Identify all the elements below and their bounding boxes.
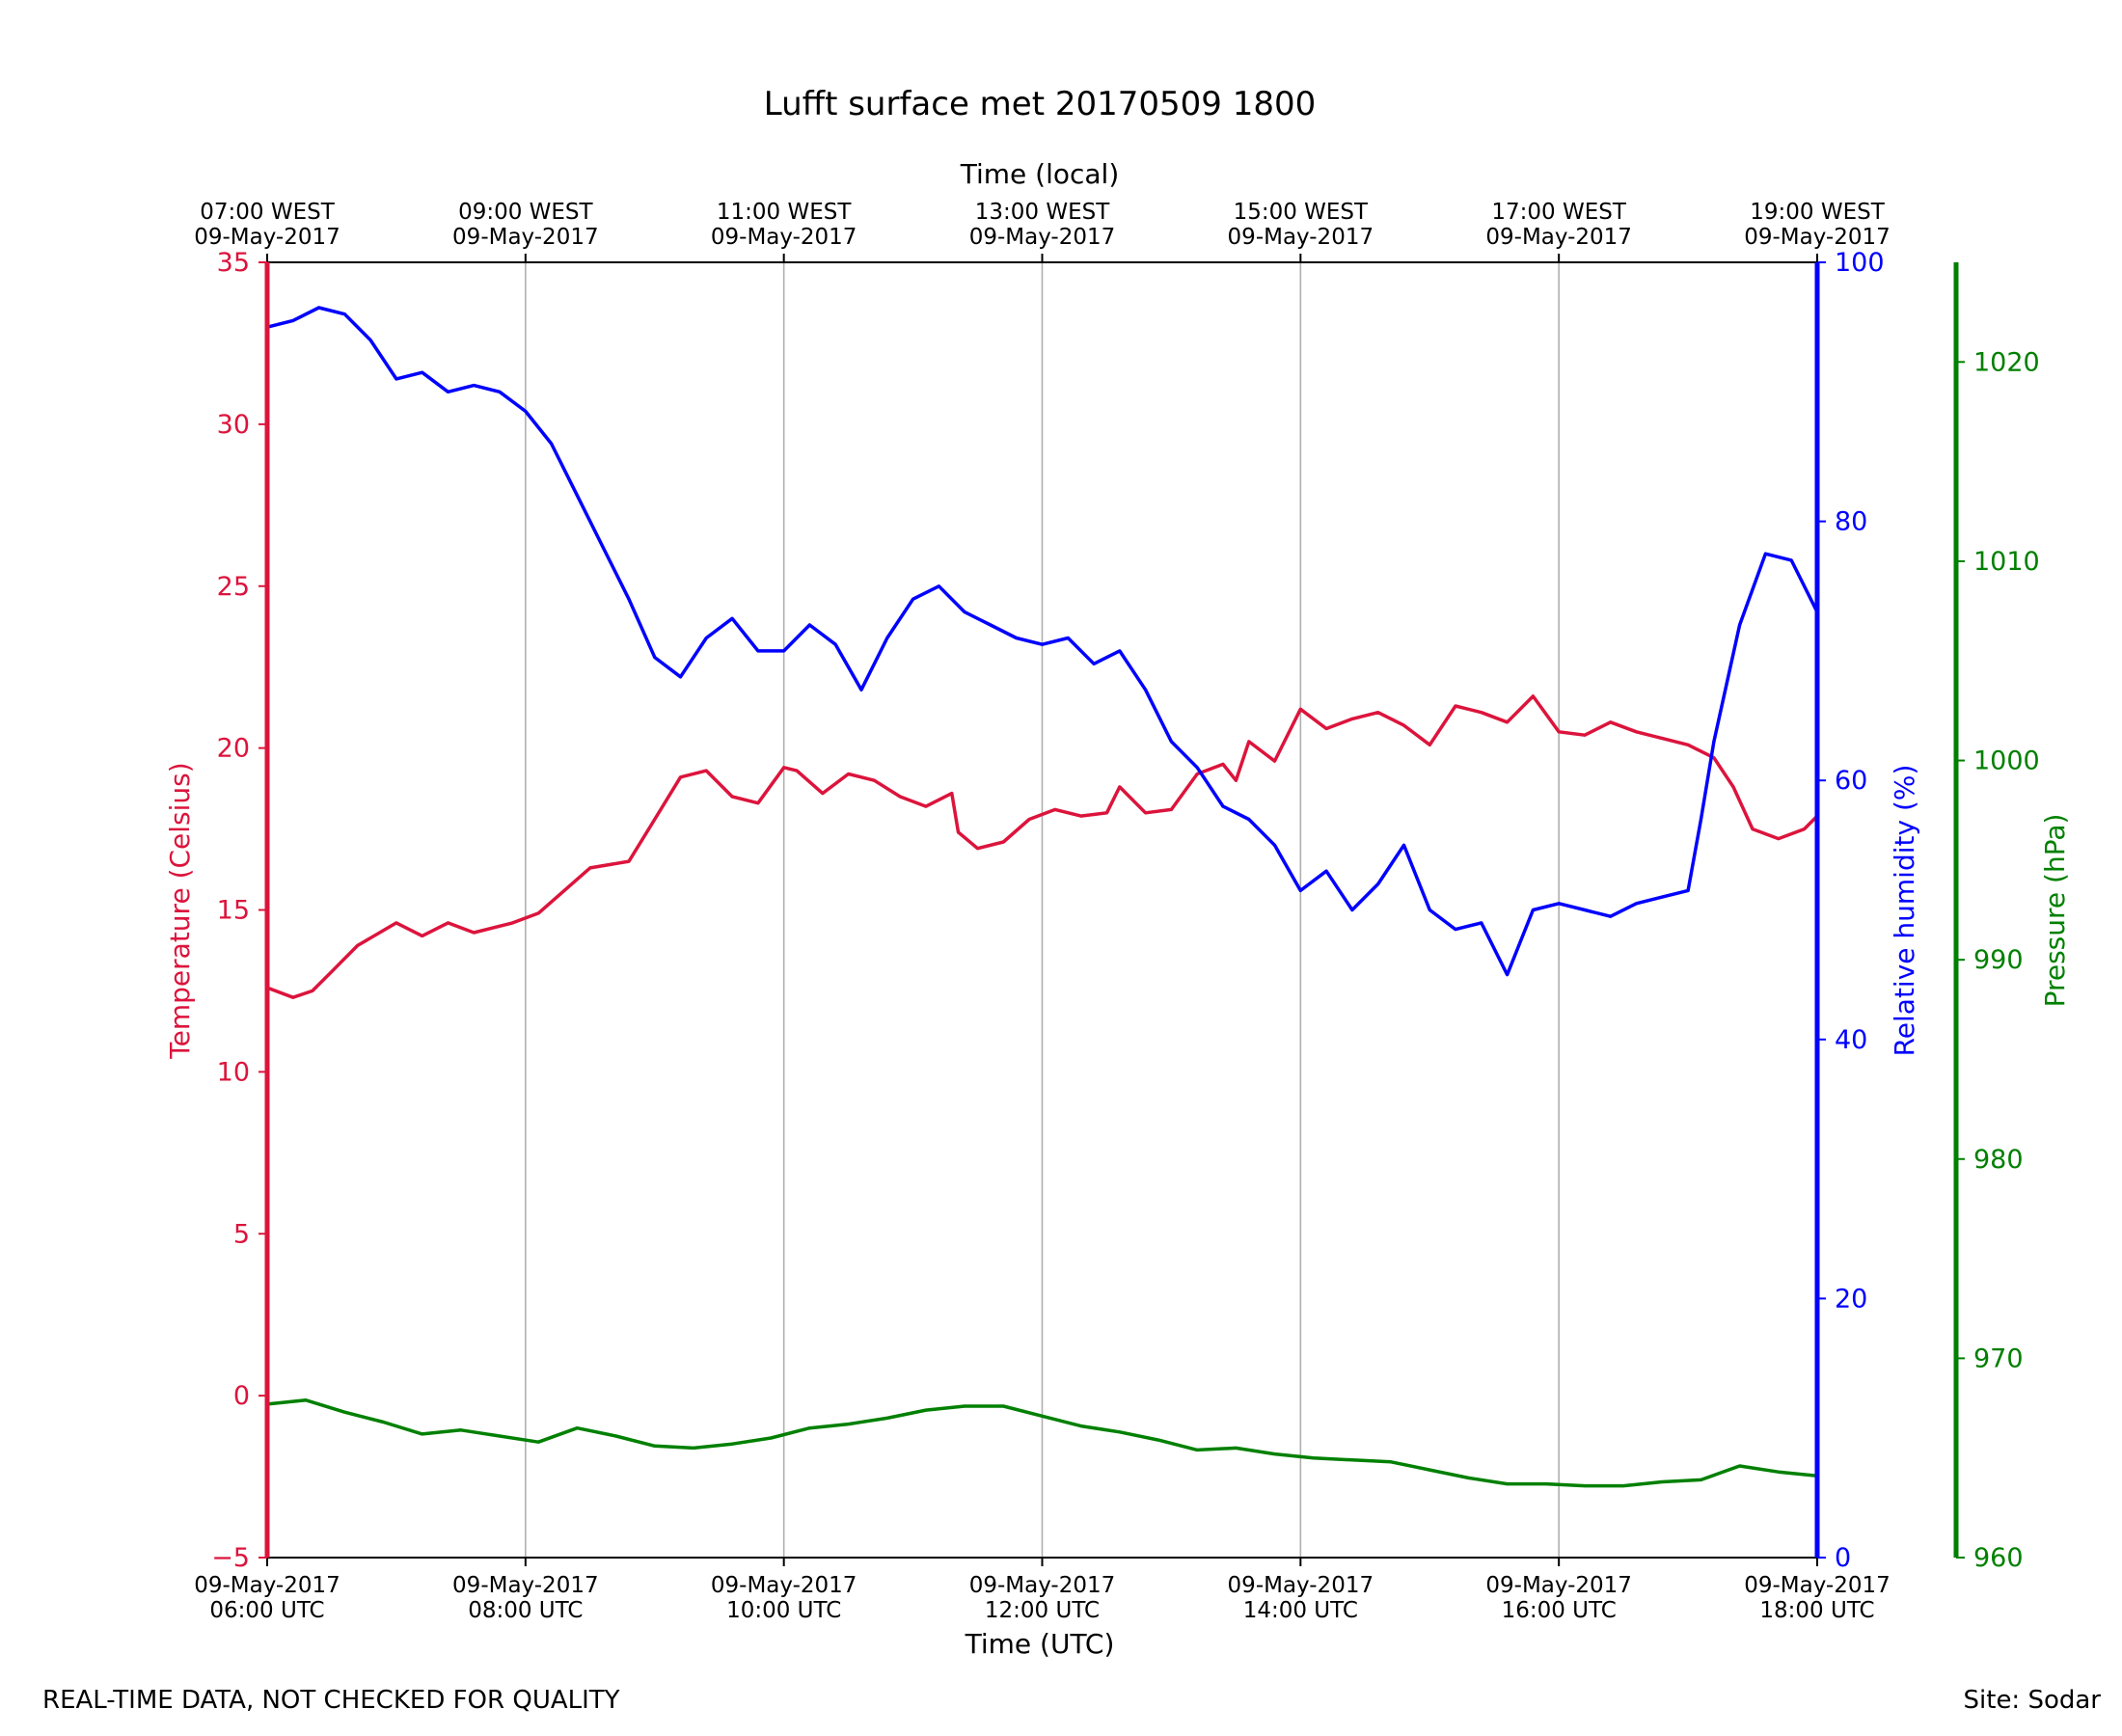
top-tick-date: 09-May-2017 [1744, 225, 1891, 250]
humidity-tick-label: 0 [1835, 1543, 1851, 1573]
temperature-tick-label: 10 [217, 1057, 250, 1087]
bottom-axis-label: Time (UTC) [965, 1628, 1115, 1660]
humidity-tick-label: 20 [1835, 1284, 1867, 1314]
chart-title: Lufft surface met 20170509 1800 [764, 85, 1317, 123]
temperature-tick-label: 5 [233, 1219, 250, 1249]
top-tick-time: 15:00 WEST [1234, 200, 1369, 225]
top-tick-time: 11:00 WEST [717, 200, 852, 225]
bottom-tick-date: 09-May-2017 [969, 1573, 1116, 1598]
humidity-tick-label: 40 [1835, 1025, 1867, 1055]
temperature-axis-label: Temperature (Celsius) [164, 762, 196, 1059]
bottom-tick-time: 12:00 UTC [985, 1598, 1100, 1623]
top-tick-time: 13:00 WEST [975, 200, 1110, 225]
top-tick-time: 09:00 WEST [458, 200, 593, 225]
pressure-axis-label: Pressure (hPa) [2039, 814, 2071, 1008]
grid-lines [525, 262, 1560, 1558]
bottom-tick-date: 09-May-2017 [711, 1573, 857, 1598]
pressure-tick-label: 970 [1973, 1343, 2024, 1373]
top-tick-date: 09-May-2017 [969, 225, 1116, 250]
humidity-tick-label: 80 [1835, 507, 1867, 537]
bottom-tick-time: 14:00 UTC [1243, 1598, 1358, 1623]
humidity-tick-label: 60 [1835, 766, 1867, 796]
bottom-tick-date: 09-May-2017 [194, 1573, 340, 1598]
temperature-tick-label: 35 [217, 248, 250, 278]
pressure-tick-label: 1020 [1973, 347, 2040, 377]
top-tick-time: 07:00 WEST [200, 200, 335, 225]
top-tick-date: 09-May-2017 [194, 225, 340, 250]
bottom-tick-time: 08:00 UTC [468, 1598, 583, 1623]
top-tick-time: 17:00 WEST [1491, 200, 1626, 225]
series-lines [265, 306, 1819, 1488]
bottom-tick-time: 18:00 UTC [1759, 1598, 1874, 1623]
pressure-tick-label: 1010 [1973, 547, 2040, 577]
temperature-tick-label: 25 [217, 572, 250, 602]
bottom-tick-time: 10:00 UTC [726, 1598, 841, 1623]
bottom-tick-date: 09-May-2017 [452, 1573, 599, 1598]
temperature-tick-label: −5 [211, 1543, 250, 1573]
temperature-line [265, 694, 1819, 999]
top-tick-date: 09-May-2017 [1485, 225, 1632, 250]
temperature-tick-label: 20 [217, 734, 250, 764]
pressure-tick-label: 960 [1973, 1543, 2024, 1573]
temperature-tick-label: 0 [233, 1381, 250, 1411]
bottom-tick-date: 09-May-2017 [1228, 1573, 1374, 1598]
humidity-tick-label: 100 [1835, 248, 1885, 278]
bottom-tick-date: 09-May-2017 [1744, 1573, 1891, 1598]
temperature-tick-label: 30 [217, 410, 250, 440]
site-label: Site: Sodar [1963, 1686, 2101, 1715]
pressure-tick-label: 1000 [1973, 746, 2040, 776]
top-axis-label: Time (local) [960, 158, 1120, 190]
temperature-tick-label: 15 [217, 896, 250, 926]
humidity-axis-label: Relative humidity (%) [1889, 765, 1920, 1057]
top-tick-date: 09-May-2017 [1228, 225, 1374, 250]
bottom-tick-time: 16:00 UTC [1502, 1598, 1617, 1623]
pressure-tick-label: 990 [1973, 945, 2024, 975]
bottom-tick-date: 09-May-2017 [1485, 1573, 1632, 1598]
quality-disclaimer: REAL-TIME DATA, NOT CHECKED FOR QUALITY [42, 1686, 620, 1715]
top-tick-time: 19:00 WEST [1750, 200, 1885, 225]
bottom-tick-time: 06:00 UTC [209, 1598, 324, 1623]
top-tick-date: 09-May-2017 [711, 225, 857, 250]
pressure-tick-label: 980 [1973, 1145, 2024, 1175]
pressure-line [265, 1398, 1819, 1488]
humidity-line [265, 306, 1819, 977]
top-tick-date: 09-May-2017 [452, 225, 599, 250]
